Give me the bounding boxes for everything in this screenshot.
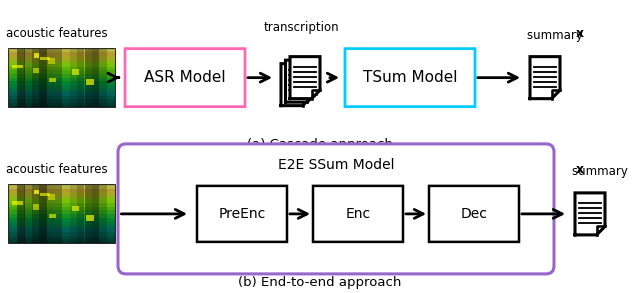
FancyBboxPatch shape <box>47 49 54 107</box>
FancyBboxPatch shape <box>86 215 93 221</box>
FancyBboxPatch shape <box>10 78 115 81</box>
FancyBboxPatch shape <box>10 88 115 92</box>
FancyBboxPatch shape <box>33 68 39 74</box>
FancyBboxPatch shape <box>10 221 115 225</box>
FancyBboxPatch shape <box>313 186 403 242</box>
FancyBboxPatch shape <box>24 185 32 243</box>
FancyBboxPatch shape <box>10 185 115 188</box>
FancyBboxPatch shape <box>10 63 115 67</box>
FancyBboxPatch shape <box>47 185 54 243</box>
FancyBboxPatch shape <box>72 206 79 211</box>
FancyBboxPatch shape <box>10 217 115 221</box>
FancyBboxPatch shape <box>10 103 115 107</box>
FancyBboxPatch shape <box>118 144 554 274</box>
FancyBboxPatch shape <box>48 194 55 200</box>
FancyBboxPatch shape <box>10 52 115 56</box>
FancyBboxPatch shape <box>49 214 56 218</box>
Text: summary: summary <box>572 165 632 178</box>
FancyBboxPatch shape <box>77 49 84 107</box>
FancyBboxPatch shape <box>40 57 50 60</box>
FancyBboxPatch shape <box>10 192 115 196</box>
Polygon shape <box>285 60 316 102</box>
FancyBboxPatch shape <box>429 186 519 242</box>
Text: acoustic features: acoustic features <box>6 163 111 176</box>
FancyBboxPatch shape <box>33 205 39 210</box>
FancyBboxPatch shape <box>10 225 115 228</box>
FancyBboxPatch shape <box>10 85 115 88</box>
Polygon shape <box>575 193 605 235</box>
FancyBboxPatch shape <box>10 59 115 63</box>
FancyBboxPatch shape <box>12 65 23 68</box>
Text: TSum Model: TSum Model <box>363 70 457 85</box>
FancyBboxPatch shape <box>10 188 115 192</box>
FancyBboxPatch shape <box>12 202 23 205</box>
FancyBboxPatch shape <box>77 185 84 243</box>
FancyBboxPatch shape <box>10 67 115 70</box>
FancyBboxPatch shape <box>10 70 115 74</box>
FancyBboxPatch shape <box>48 58 55 64</box>
FancyBboxPatch shape <box>99 49 107 107</box>
FancyBboxPatch shape <box>10 81 115 85</box>
FancyBboxPatch shape <box>10 96 115 99</box>
FancyBboxPatch shape <box>10 239 115 243</box>
Text: (b) End-to-end approach: (b) End-to-end approach <box>238 276 402 289</box>
FancyBboxPatch shape <box>10 210 115 214</box>
FancyBboxPatch shape <box>34 53 38 58</box>
FancyBboxPatch shape <box>34 190 38 194</box>
FancyBboxPatch shape <box>10 56 115 59</box>
Text: acoustic features: acoustic features <box>6 27 111 40</box>
FancyBboxPatch shape <box>40 49 47 107</box>
FancyBboxPatch shape <box>99 185 107 243</box>
FancyBboxPatch shape <box>84 49 92 107</box>
Text: summary: summary <box>527 29 587 42</box>
FancyBboxPatch shape <box>10 228 115 232</box>
FancyBboxPatch shape <box>10 207 115 210</box>
FancyBboxPatch shape <box>10 203 115 207</box>
FancyBboxPatch shape <box>17 49 24 107</box>
Text: transcription: transcription <box>263 21 339 34</box>
FancyBboxPatch shape <box>10 196 115 200</box>
FancyBboxPatch shape <box>10 236 115 239</box>
FancyBboxPatch shape <box>17 185 24 243</box>
Text: PreEnc: PreEnc <box>218 207 266 221</box>
FancyBboxPatch shape <box>10 185 115 243</box>
Text: $\mathbf{x}$: $\mathbf{x}$ <box>575 163 585 176</box>
FancyBboxPatch shape <box>197 186 287 242</box>
FancyBboxPatch shape <box>10 74 115 78</box>
FancyBboxPatch shape <box>10 232 115 236</box>
FancyBboxPatch shape <box>32 185 40 243</box>
FancyBboxPatch shape <box>10 49 115 52</box>
FancyBboxPatch shape <box>24 49 32 107</box>
FancyBboxPatch shape <box>92 185 99 243</box>
FancyBboxPatch shape <box>40 193 50 196</box>
FancyBboxPatch shape <box>70 185 77 243</box>
Text: Dec: Dec <box>461 207 488 221</box>
FancyBboxPatch shape <box>40 185 47 243</box>
Text: ASR Model: ASR Model <box>144 70 226 85</box>
FancyBboxPatch shape <box>54 185 62 243</box>
FancyBboxPatch shape <box>32 49 40 107</box>
FancyBboxPatch shape <box>92 49 99 107</box>
FancyBboxPatch shape <box>70 49 77 107</box>
FancyBboxPatch shape <box>10 200 115 203</box>
Polygon shape <box>290 57 320 99</box>
FancyBboxPatch shape <box>10 92 115 96</box>
FancyBboxPatch shape <box>72 69 79 74</box>
FancyBboxPatch shape <box>10 49 115 107</box>
FancyBboxPatch shape <box>125 49 245 107</box>
FancyBboxPatch shape <box>10 214 115 217</box>
FancyBboxPatch shape <box>84 185 92 243</box>
Polygon shape <box>530 57 560 99</box>
FancyBboxPatch shape <box>345 49 475 107</box>
FancyBboxPatch shape <box>10 99 115 103</box>
Text: Enc: Enc <box>346 207 371 221</box>
Text: E2E SSum Model: E2E SSum Model <box>278 158 394 172</box>
Text: (a) Cascade approach: (a) Cascade approach <box>247 138 393 151</box>
Polygon shape <box>281 64 311 106</box>
FancyBboxPatch shape <box>49 78 56 82</box>
FancyBboxPatch shape <box>54 49 62 107</box>
FancyBboxPatch shape <box>86 79 93 85</box>
Text: $\mathbf{x}$: $\mathbf{x}$ <box>575 27 585 40</box>
